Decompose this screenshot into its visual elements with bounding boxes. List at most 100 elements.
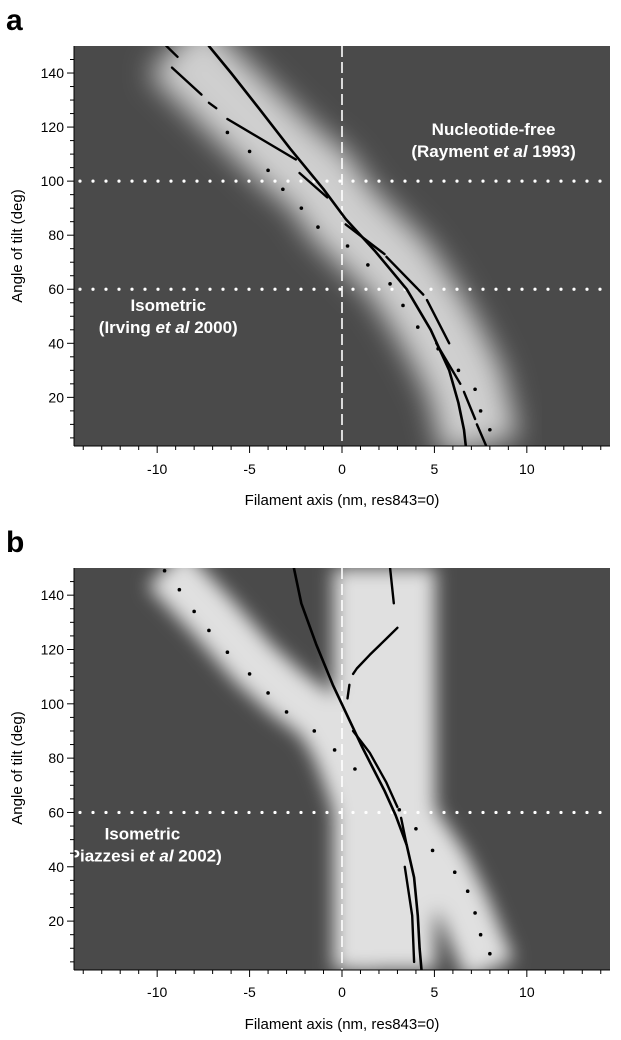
data-point-dotted: [316, 225, 320, 229]
annotations-a: Nucleotide-free (Rayment et al 1993) Isome…: [99, 120, 576, 337]
series-line-dashdot: [462, 390, 477, 421]
series-line-dashdot: [385, 255, 425, 296]
x-axis-title-b: Filament axis (nm, res843=0): [245, 1016, 440, 1033]
series-group-b: [162, 568, 492, 970]
x-tick-label: 5: [431, 461, 439, 477]
data-point-dotted: [281, 187, 285, 192]
annotation-label: Isometric: [105, 825, 181, 844]
data-point-dotted: [332, 748, 337, 752]
reference-lines-b: [78, 568, 610, 970]
annotation-label: (Irving et al 2000): [99, 318, 238, 337]
data-point-dotted: [162, 568, 167, 573]
x-tick-label: -10: [147, 461, 167, 477]
y-tick-label: 80: [48, 227, 64, 243]
panel-letter-b: b: [6, 526, 24, 559]
data-point-dotted: [388, 282, 392, 286]
annotation-label: Nucleotide-free: [432, 120, 556, 139]
series-line-dashdot: [170, 66, 203, 96]
data-point-dotted: [415, 325, 420, 329]
x-tick-label: -10: [147, 984, 167, 1000]
y-tick-label: 60: [48, 804, 64, 820]
series-line-dashdot: [344, 223, 386, 256]
data-point-dotted: [225, 130, 230, 135]
panel-b: b Isometric (Piazzesi et al 2002) -10 -5 0 5…: [6, 526, 610, 1033]
series-line-solid: [292, 568, 423, 970]
data-point-dotted: [488, 427, 492, 432]
data-point-dotted: [266, 168, 270, 173]
data-point-dotted: [192, 609, 196, 614]
y-tick-label: 20: [48, 389, 64, 405]
y-tick-label: 100: [41, 696, 65, 712]
data-point-dotted: [299, 206, 304, 210]
y-tick-label: 120: [41, 119, 65, 135]
y-axis-title-b: Angle of tilt (deg): [9, 711, 26, 824]
data-point-dotted: [452, 870, 457, 875]
annotations-b: Isometric (Piazzesi et al 2002): [63, 825, 222, 866]
data-point-dotted: [465, 889, 470, 894]
plot-area-a: Nucleotide-free (Rayment et al 1993) Isome…: [74, 46, 610, 446]
data-point-dotted: [488, 951, 492, 956]
y-tick-label: 60: [48, 281, 64, 297]
x-tick-label: 10: [519, 984, 535, 1000]
annotation-label: (Piazzesi et al 2002): [63, 847, 222, 866]
series-line-dashdot: [388, 568, 395, 605]
series-line-dashdot: [351, 626, 399, 676]
data-point-dotted: [436, 346, 440, 351]
series-line-dashdot: [165, 46, 179, 58]
x-tick-label: 10: [519, 461, 535, 477]
data-point-dotted: [225, 650, 230, 655]
y-axis-title-a: Angle of tilt (deg): [9, 189, 26, 302]
series-line-dashdot: [298, 171, 329, 199]
series-line-solid: [207, 46, 468, 446]
y-tick-label: 140: [41, 587, 65, 603]
data-point-dotted: [207, 628, 211, 633]
plot-area-b: Isometric (Piazzesi et al 2002): [63, 568, 610, 970]
y-tick-label: 40: [48, 335, 64, 351]
panel-a: a Nucleotide-free (Rayment et al 1993) Iso…: [6, 4, 610, 509]
y-tick-label: 20: [48, 913, 64, 929]
data-point-dotted: [177, 587, 182, 592]
density-band: [148, 46, 519, 446]
data-point-dotted: [353, 767, 357, 771]
x-tick-label: -5: [243, 461, 256, 477]
data-point-dotted: [284, 710, 289, 714]
data-point-dotted: [247, 672, 252, 676]
series-line-dashdot: [435, 342, 462, 385]
y-tick-label: 140: [41, 65, 65, 81]
series-line-dashdot: [346, 683, 351, 700]
data-point-dotted: [366, 263, 370, 267]
data-point-dotted: [397, 807, 402, 812]
annotation-label: Isometric: [130, 296, 206, 315]
annotation-label: (Rayment et al 1993): [411, 142, 575, 161]
x-axis-title-a: Filament axis (nm, res843=0): [245, 492, 440, 509]
data-point-dotted: [473, 911, 477, 915]
density-band-group-a: [148, 46, 519, 446]
y-tick-label: 80: [48, 750, 64, 766]
data-point-dotted: [401, 303, 405, 308]
series-line-dashdot: [475, 423, 488, 446]
series-line-dashdot: [351, 729, 399, 809]
data-point-dotted: [266, 691, 270, 695]
series-line-dashdot: [425, 298, 451, 345]
axes-a: -10 -5 0 5 10 20 40 60 80 100 120 140: [41, 46, 610, 477]
data-point-dotted: [430, 848, 435, 853]
panel-letter-a: a: [6, 4, 23, 37]
series-line-dashdot: [399, 816, 408, 847]
x-tick-label: 5: [431, 984, 439, 1000]
data-point-dotted: [312, 729, 317, 733]
series-line-dashdot: [403, 865, 416, 964]
series-line-dashdot: [226, 117, 297, 161]
reference-lines-a: [78, 46, 610, 446]
data-point-dotted: [478, 409, 483, 413]
x-tick-label: -5: [243, 984, 256, 1000]
series-line-dashdot: [207, 101, 218, 110]
data-point-dotted: [478, 932, 483, 937]
x-tick-label: 0: [338, 461, 346, 477]
y-tick-label: 100: [41, 173, 65, 189]
data-point-dotted: [247, 149, 252, 154]
series-group-a: [165, 46, 492, 446]
data-point-dotted: [414, 826, 418, 831]
axes-b: -10 -5 0 5 10 20 40 60 80 100 120 140: [41, 568, 610, 1000]
y-tick-label: 40: [48, 859, 64, 875]
